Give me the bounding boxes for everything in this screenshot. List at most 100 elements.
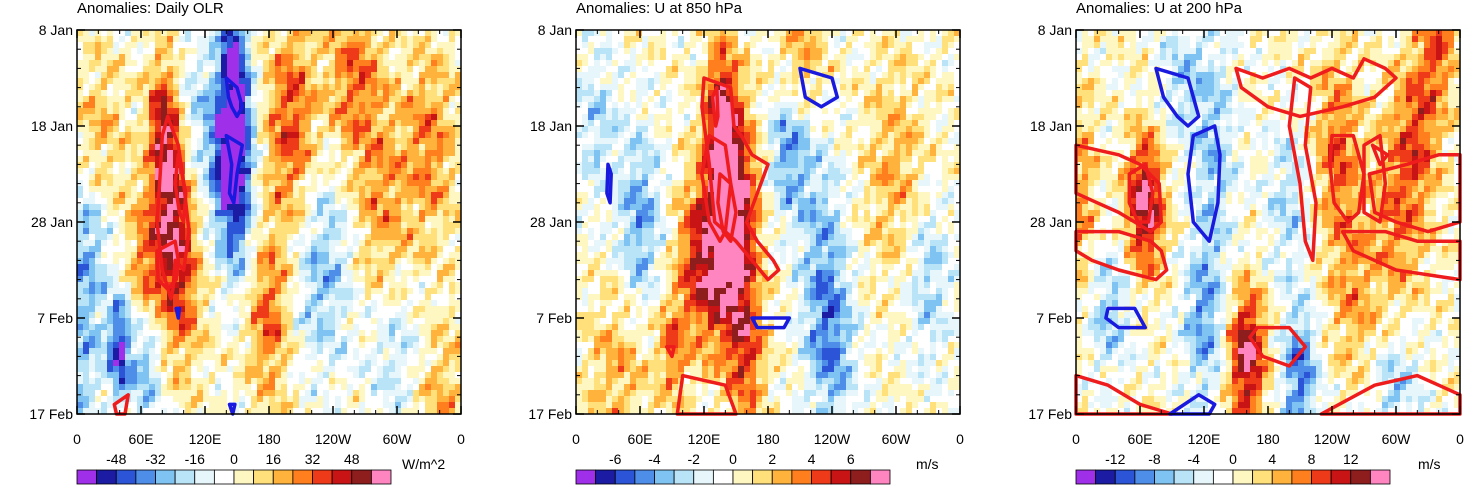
field-cell bbox=[257, 126, 264, 133]
field-cell bbox=[804, 30, 811, 37]
field-cell bbox=[365, 126, 372, 133]
field-cell bbox=[443, 36, 450, 43]
field-cell bbox=[245, 36, 252, 43]
field-cell bbox=[413, 156, 420, 163]
field-cell bbox=[215, 276, 222, 283]
field-cell bbox=[215, 306, 222, 313]
field-cell bbox=[780, 36, 787, 43]
field-cell bbox=[299, 216, 306, 223]
field-cell bbox=[305, 306, 312, 313]
field-cell bbox=[245, 174, 252, 181]
field-cell bbox=[227, 66, 234, 73]
field-cell bbox=[864, 96, 871, 103]
field-cell bbox=[257, 192, 264, 199]
field-cell bbox=[690, 42, 697, 49]
field-cell bbox=[431, 258, 438, 265]
field-cell bbox=[443, 42, 450, 49]
field-cell bbox=[257, 102, 264, 109]
field-cell bbox=[822, 42, 829, 49]
field-cell bbox=[684, 48, 691, 55]
field-cell bbox=[359, 276, 366, 283]
field-cell bbox=[101, 294, 108, 301]
field-cell bbox=[275, 156, 282, 163]
field-cell bbox=[131, 234, 138, 241]
field-cell bbox=[131, 60, 138, 67]
field-cell bbox=[900, 30, 907, 37]
field-cell bbox=[269, 162, 276, 169]
field-cell bbox=[347, 276, 354, 283]
field-cell bbox=[107, 72, 114, 79]
field-cell bbox=[756, 72, 763, 79]
field-cell bbox=[209, 54, 216, 61]
field-cell bbox=[317, 102, 324, 109]
field-cell bbox=[786, 42, 793, 49]
field-cell bbox=[287, 120, 294, 127]
field-cell bbox=[311, 36, 318, 43]
field-cell bbox=[888, 36, 895, 43]
field-cell bbox=[227, 228, 234, 235]
field-cell bbox=[287, 234, 294, 241]
field-cell bbox=[311, 378, 318, 385]
field-cell bbox=[275, 282, 282, 289]
field-cell bbox=[101, 120, 108, 127]
field-cell bbox=[401, 132, 408, 139]
field-cell bbox=[215, 180, 222, 187]
field-cell bbox=[329, 228, 336, 235]
field-cell bbox=[455, 330, 462, 337]
field-cell bbox=[77, 384, 84, 391]
field-cell bbox=[95, 354, 102, 361]
field-cell bbox=[359, 330, 366, 337]
field-cell bbox=[449, 372, 456, 379]
field-cell bbox=[89, 138, 96, 145]
field-cell bbox=[305, 168, 312, 175]
field-cell bbox=[413, 36, 420, 43]
field-cell bbox=[263, 246, 270, 253]
field-cell bbox=[293, 354, 300, 361]
field-cell bbox=[900, 54, 907, 61]
field-cell bbox=[251, 156, 258, 163]
field-cell bbox=[425, 288, 432, 295]
field-cell bbox=[371, 384, 378, 391]
field-cell bbox=[672, 90, 679, 97]
field-cell bbox=[407, 408, 414, 415]
field-cell bbox=[401, 156, 408, 163]
field-cell bbox=[191, 276, 198, 283]
field-cell bbox=[455, 360, 462, 367]
field-cell bbox=[648, 42, 655, 49]
field-cell bbox=[582, 66, 589, 73]
field-cell bbox=[119, 30, 126, 37]
field-cell bbox=[95, 270, 102, 277]
field-cell bbox=[419, 48, 426, 55]
field-cell bbox=[287, 162, 294, 169]
field-cell bbox=[125, 282, 132, 289]
field-cell bbox=[161, 384, 168, 391]
field-cell bbox=[221, 318, 228, 325]
field-cell bbox=[329, 288, 336, 295]
field-cell bbox=[389, 288, 396, 295]
field-cell bbox=[443, 258, 450, 265]
field-cell bbox=[419, 72, 426, 79]
field-cell bbox=[281, 66, 288, 73]
field-cell bbox=[425, 30, 432, 37]
field-cell bbox=[275, 264, 282, 271]
colorbar-swatch bbox=[233, 469, 255, 485]
field-cell bbox=[323, 330, 330, 337]
field-cell bbox=[455, 192, 462, 199]
field-cell bbox=[185, 42, 192, 49]
field-cell bbox=[365, 180, 372, 187]
field-cell bbox=[149, 396, 156, 403]
field-cell bbox=[185, 318, 192, 325]
field-cell bbox=[690, 66, 697, 73]
field-cell bbox=[155, 312, 162, 319]
field-cell bbox=[143, 408, 150, 415]
field-cell bbox=[371, 354, 378, 361]
field-cell bbox=[95, 72, 102, 79]
field-cell bbox=[245, 234, 252, 241]
field-cell bbox=[167, 408, 174, 415]
field-cell bbox=[840, 48, 847, 55]
field-cell bbox=[209, 108, 216, 115]
field-cell bbox=[119, 138, 126, 145]
field-cell bbox=[335, 240, 342, 247]
field-cell bbox=[245, 78, 252, 85]
field-cell bbox=[161, 42, 168, 49]
